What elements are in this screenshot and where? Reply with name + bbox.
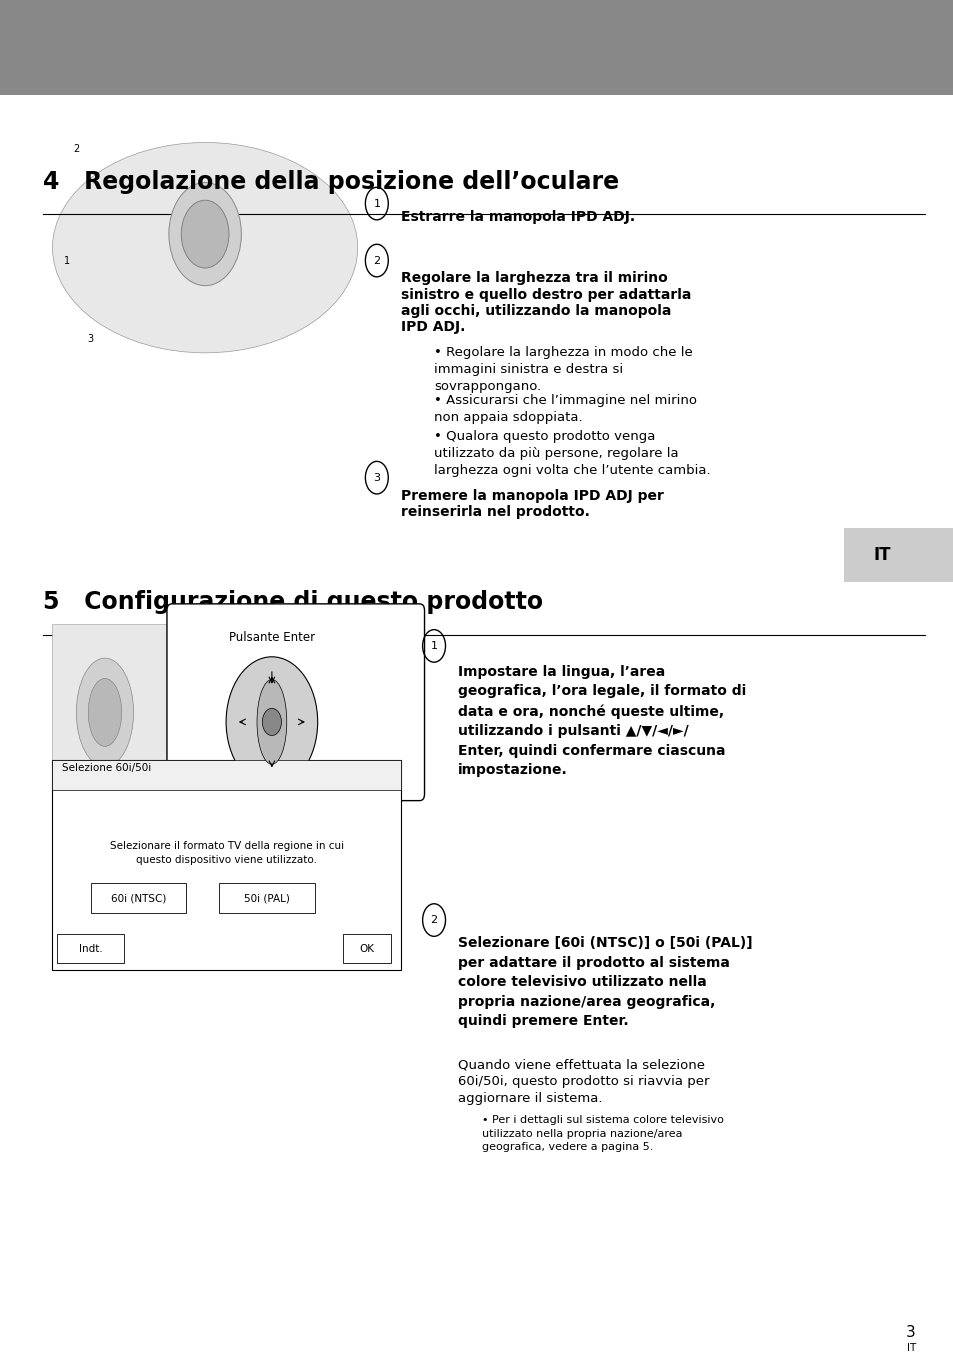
Text: 50i (PAL): 50i (PAL) (244, 893, 290, 904)
Ellipse shape (256, 680, 287, 764)
Text: Premere la manopola IPD ADJ per
reinserirla nel prodotto.: Premere la manopola IPD ADJ per reinseri… (400, 489, 663, 518)
FancyBboxPatch shape (843, 528, 953, 582)
Ellipse shape (76, 658, 133, 767)
Text: 60i (NTSC): 60i (NTSC) (111, 893, 166, 904)
Ellipse shape (89, 678, 122, 746)
Text: OK: OK (359, 943, 375, 954)
Text: Selezione 60i/50i: Selezione 60i/50i (62, 763, 152, 773)
Text: Selezionare il formato TV della regione in cui
questo dispositivo viene utilizza: Selezionare il formato TV della regione … (110, 841, 343, 864)
Ellipse shape (52, 142, 357, 353)
Text: 3: 3 (373, 472, 380, 483)
Text: Estrarre la manopola IPD ADJ.: Estrarre la manopola IPD ADJ. (400, 210, 634, 224)
Text: IT: IT (873, 546, 890, 565)
Text: 1: 1 (430, 641, 437, 651)
Text: Regolare la larghezza tra il mirino
sinistro e quello destro per adattarla
agli : Regolare la larghezza tra il mirino sini… (400, 271, 690, 334)
Circle shape (262, 708, 281, 735)
FancyBboxPatch shape (167, 604, 424, 801)
FancyBboxPatch shape (343, 934, 391, 963)
FancyBboxPatch shape (52, 760, 400, 790)
Text: 3: 3 (88, 334, 93, 345)
FancyBboxPatch shape (91, 883, 186, 913)
Text: IT: IT (905, 1343, 915, 1353)
Text: 2: 2 (430, 915, 437, 925)
Text: 4   Regolazione della posizione dell’oculare: 4 Regolazione della posizione dell’ocula… (43, 170, 618, 194)
Text: • Regolare la larghezza in modo che le
immagini sinistra e destra si
sovrapponga: • Regolare la larghezza in modo che le i… (434, 346, 692, 394)
FancyBboxPatch shape (52, 624, 176, 787)
Text: • Per i dettagli sul sistema colore televisivo
utilizzato nella propria nazione/: • Per i dettagli sul sistema colore tele… (481, 1115, 723, 1152)
Text: Impostare la lingua, l’area
geografica, l’ora legale, il formato di
data e ora, : Impostare la lingua, l’area geografica, … (457, 665, 745, 778)
Circle shape (181, 201, 229, 269)
Text: 2: 2 (73, 144, 79, 155)
FancyBboxPatch shape (219, 883, 314, 913)
Text: Pulsante Enter: Pulsante Enter (229, 631, 314, 645)
FancyBboxPatch shape (57, 934, 124, 963)
Text: 5   Configurazione di questo prodotto: 5 Configurazione di questo prodotto (43, 590, 542, 615)
FancyBboxPatch shape (0, 0, 953, 95)
Text: • Assicurarsi che l’immagine nel mirino
non appaia sdoppiata.: • Assicurarsi che l’immagine nel mirino … (434, 394, 697, 423)
Text: Indt.: Indt. (79, 943, 102, 954)
Circle shape (226, 657, 317, 787)
Text: 1: 1 (373, 198, 380, 209)
Circle shape (169, 183, 241, 286)
Text: • Qualora questo prodotto venga
utilizzato da più persone, regolare la
larghezza: • Qualora questo prodotto venga utilizza… (434, 430, 710, 478)
Text: Quando viene effettuata la selezione
60i/50i, questo prodotto si riavvia per
agg: Quando viene effettuata la selezione 60i… (457, 1058, 709, 1106)
Text: 1: 1 (64, 256, 70, 266)
Text: 3: 3 (905, 1324, 915, 1341)
Text: Selezionare [60i (NTSC)] o [50i (PAL)]
per adattare il prodotto al sistema
color: Selezionare [60i (NTSC)] o [50i (PAL)] p… (457, 936, 752, 1029)
Text: 2: 2 (373, 255, 380, 266)
FancyBboxPatch shape (52, 760, 400, 970)
